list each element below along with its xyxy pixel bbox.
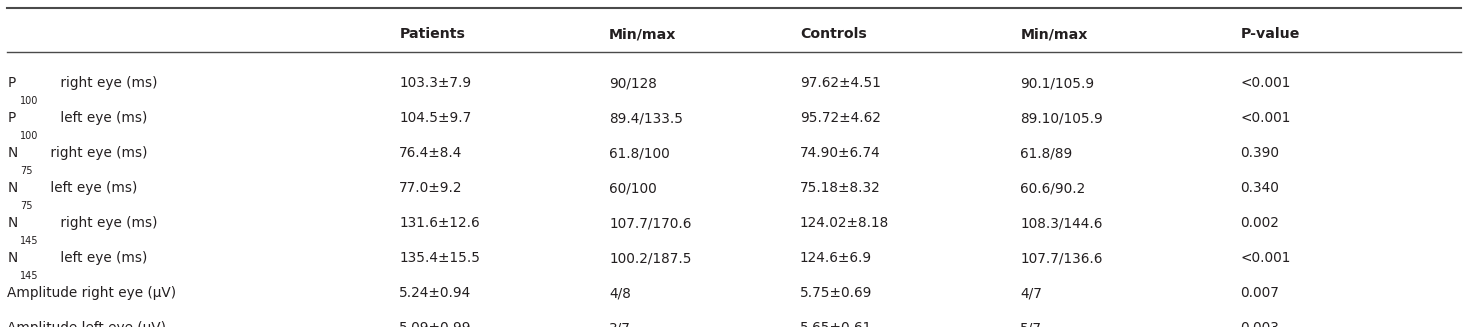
Text: Min/max: Min/max <box>1020 27 1088 41</box>
Text: N: N <box>7 181 18 195</box>
Text: 104.5±9.7: 104.5±9.7 <box>399 112 471 125</box>
Text: P: P <box>7 112 16 125</box>
Text: 5/7: 5/7 <box>1020 321 1042 327</box>
Text: left eye (ms): left eye (ms) <box>56 112 147 125</box>
Text: Amplitude left eye (μV): Amplitude left eye (μV) <box>7 321 166 327</box>
Text: N: N <box>7 216 18 230</box>
Text: 77.0±9.2: 77.0±9.2 <box>399 181 462 195</box>
Text: 108.3/144.6: 108.3/144.6 <box>1020 216 1102 230</box>
Text: left eye (ms): left eye (ms) <box>56 251 147 265</box>
Text: 145: 145 <box>21 271 38 281</box>
Text: right eye (ms): right eye (ms) <box>56 77 157 90</box>
Text: 135.4±15.5: 135.4±15.5 <box>399 251 480 265</box>
Text: 4/7: 4/7 <box>1020 286 1042 300</box>
Text: N: N <box>7 146 18 160</box>
Text: 74.90±6.74: 74.90±6.74 <box>800 146 881 160</box>
Text: 3/7: 3/7 <box>609 321 631 327</box>
Text: 100: 100 <box>21 96 38 106</box>
Text: 75.18±8.32: 75.18±8.32 <box>800 181 881 195</box>
Text: <0.001: <0.001 <box>1240 77 1290 90</box>
Text: 90/128: 90/128 <box>609 77 658 90</box>
Text: 124.02±8.18: 124.02±8.18 <box>800 216 890 230</box>
Text: left eye (ms): left eye (ms) <box>46 181 137 195</box>
Text: <0.001: <0.001 <box>1240 112 1290 125</box>
Text: 89.10/105.9: 89.10/105.9 <box>1020 112 1102 125</box>
Text: 4/8: 4/8 <box>609 286 631 300</box>
Text: 61.8/89: 61.8/89 <box>1020 146 1073 160</box>
Text: 0.340: 0.340 <box>1240 181 1279 195</box>
Text: Patients: Patients <box>399 27 465 41</box>
Text: right eye (ms): right eye (ms) <box>46 146 147 160</box>
Text: 0.003: 0.003 <box>1240 321 1279 327</box>
Text: 103.3±7.9: 103.3±7.9 <box>399 77 471 90</box>
Text: 60/100: 60/100 <box>609 181 658 195</box>
Text: Controls: Controls <box>800 27 866 41</box>
Text: 5.75±0.69: 5.75±0.69 <box>800 286 872 300</box>
Text: 0.002: 0.002 <box>1240 216 1279 230</box>
Text: 60.6/90.2: 60.6/90.2 <box>1020 181 1085 195</box>
Text: 90.1/105.9: 90.1/105.9 <box>1020 77 1094 90</box>
Text: 5.65±0.61: 5.65±0.61 <box>800 321 872 327</box>
Text: 75: 75 <box>21 166 32 176</box>
Text: 89.4/133.5: 89.4/133.5 <box>609 112 683 125</box>
Text: 61.8/100: 61.8/100 <box>609 146 669 160</box>
Text: 75: 75 <box>21 201 32 211</box>
Text: 97.62±4.51: 97.62±4.51 <box>800 77 881 90</box>
Text: 100.2/187.5: 100.2/187.5 <box>609 251 691 265</box>
Text: Min/max: Min/max <box>609 27 677 41</box>
Text: 107.7/170.6: 107.7/170.6 <box>609 216 691 230</box>
Text: P: P <box>7 77 16 90</box>
Text: 124.6±6.9: 124.6±6.9 <box>800 251 872 265</box>
Text: 76.4±8.4: 76.4±8.4 <box>399 146 462 160</box>
Text: 5.09±0.99: 5.09±0.99 <box>399 321 471 327</box>
Text: right eye (ms): right eye (ms) <box>56 216 157 230</box>
Text: N: N <box>7 251 18 265</box>
Text: P-value: P-value <box>1240 27 1299 41</box>
Text: 0.007: 0.007 <box>1240 286 1279 300</box>
Text: 107.7/136.6: 107.7/136.6 <box>1020 251 1102 265</box>
Text: Amplitude right eye (μV): Amplitude right eye (μV) <box>7 286 176 300</box>
Text: 100: 100 <box>21 131 38 141</box>
Text: 0.390: 0.390 <box>1240 146 1280 160</box>
Text: <0.001: <0.001 <box>1240 251 1290 265</box>
Text: 131.6±12.6: 131.6±12.6 <box>399 216 480 230</box>
Text: 5.24±0.94: 5.24±0.94 <box>399 286 471 300</box>
Text: 145: 145 <box>21 236 38 246</box>
Text: 95.72±4.62: 95.72±4.62 <box>800 112 881 125</box>
